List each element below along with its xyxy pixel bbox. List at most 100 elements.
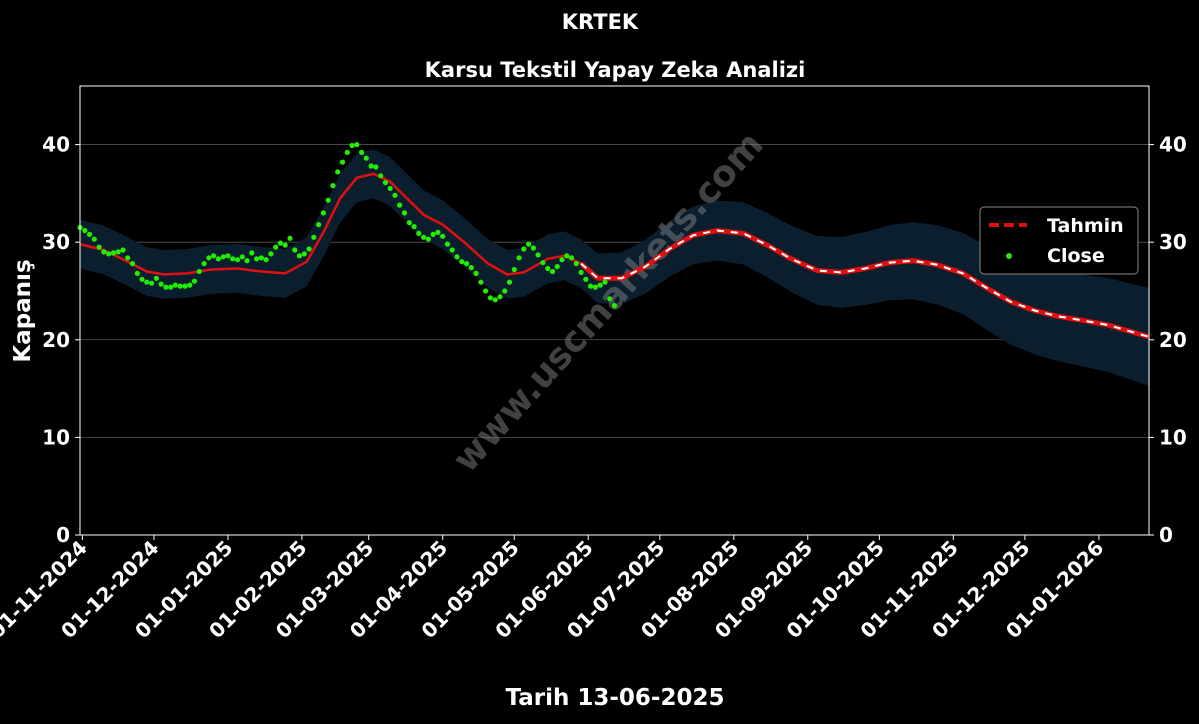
close-point	[545, 265, 551, 272]
close-point	[602, 279, 608, 285]
close-point	[468, 265, 474, 271]
y-tick-label-left: 0	[56, 523, 70, 547]
close-point	[597, 282, 603, 288]
close-point	[354, 142, 360, 148]
close-point	[144, 279, 150, 285]
close-point	[277, 240, 283, 246]
close-point	[110, 250, 116, 256]
legend-tahmin-label: Tahmin	[1047, 215, 1124, 237]
close-point	[230, 256, 236, 262]
close-point	[82, 227, 88, 234]
close-point	[411, 224, 417, 230]
close-point	[234, 257, 241, 263]
plot-frame	[79, 85, 1150, 536]
close-point	[607, 296, 613, 302]
close-point	[497, 294, 503, 300]
confidence-band-area	[80, 149, 1149, 386]
close-point	[487, 295, 493, 301]
close-point	[125, 255, 131, 261]
close-point	[373, 164, 379, 170]
close-point	[239, 254, 245, 260]
close-point	[101, 249, 107, 255]
close-point	[387, 185, 393, 192]
close-point	[506, 279, 513, 285]
close-point	[335, 169, 341, 175]
close-point	[211, 253, 217, 259]
close-point	[134, 270, 140, 276]
close-point	[473, 270, 479, 276]
close-point	[163, 284, 169, 290]
close-point	[592, 284, 599, 290]
close-point	[526, 241, 532, 247]
close-point	[149, 280, 155, 286]
close-point	[282, 242, 288, 248]
close-point	[378, 173, 384, 179]
series-layer	[77, 142, 1150, 340]
close-point	[416, 230, 422, 236]
close-point	[106, 251, 112, 257]
close-point	[440, 233, 446, 239]
close-point	[311, 234, 317, 240]
close-point	[320, 210, 326, 216]
close-point	[249, 250, 255, 256]
close-point	[511, 266, 517, 273]
y-tick-label-left: 10	[42, 425, 70, 449]
y-tick-label-left: 40	[42, 133, 70, 157]
close-point	[206, 255, 212, 261]
close-point	[86, 231, 93, 237]
close-point	[96, 244, 102, 250]
close-point	[573, 261, 579, 267]
close-point	[540, 260, 546, 266]
y-tick-label-right: 20	[1159, 328, 1187, 352]
y-tick-label-right: 40	[1159, 133, 1187, 157]
close-point	[483, 288, 489, 294]
close-point	[301, 251, 307, 257]
confidence-band	[80, 149, 1149, 386]
y-tick-label-right: 30	[1159, 230, 1187, 254]
close-point	[459, 259, 465, 265]
close-point	[129, 261, 136, 267]
close-point	[172, 282, 178, 288]
close-point	[521, 246, 527, 252]
chart-subtitle: Karsu Tekstil Yapay Zeka Analizi	[425, 58, 806, 82]
close-point	[306, 246, 312, 252]
close-point	[464, 261, 470, 267]
y-axis-label: Kapanış	[10, 259, 36, 362]
legend: Tahmin Close	[979, 206, 1139, 275]
y-tick-label-right: 0	[1159, 523, 1173, 547]
close-point	[392, 192, 398, 198]
close-point	[421, 234, 427, 240]
close-point	[225, 253, 231, 259]
close-point	[478, 279, 484, 285]
close-point	[339, 159, 346, 165]
close-point	[406, 220, 412, 226]
close-point	[120, 247, 126, 253]
close-point	[382, 180, 388, 186]
close-point	[535, 252, 541, 258]
close-point	[549, 268, 556, 275]
close-point	[564, 253, 570, 259]
close-point	[115, 249, 121, 255]
close-point	[139, 276, 145, 282]
close-point	[254, 256, 260, 262]
close-point	[568, 255, 575, 261]
close-point	[268, 251, 274, 257]
close-point	[559, 257, 565, 263]
close-point	[583, 276, 589, 282]
close-point	[588, 283, 594, 289]
close-point	[273, 244, 279, 250]
close-point	[397, 202, 403, 208]
y-tick-label-left: 20	[42, 328, 70, 352]
close-point	[196, 268, 202, 275]
close-point	[220, 254, 226, 260]
close-point	[349, 142, 355, 149]
close-point	[330, 183, 336, 189]
close-point	[611, 303, 618, 309]
close-point	[201, 261, 207, 267]
close-point	[454, 254, 460, 260]
close-point	[244, 258, 250, 264]
close-point	[359, 149, 365, 155]
close-point	[292, 247, 298, 253]
